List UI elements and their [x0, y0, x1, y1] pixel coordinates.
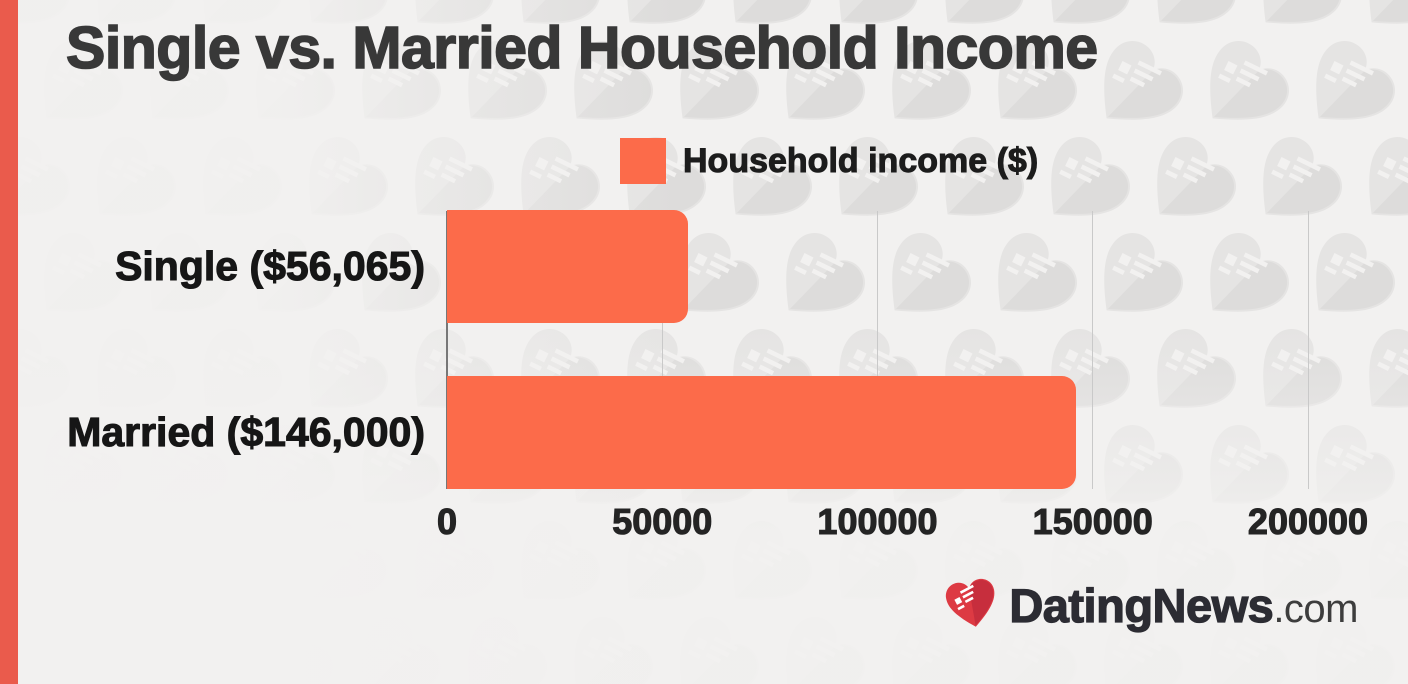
brand-tld: .com [1273, 586, 1358, 631]
gridline [877, 211, 878, 489]
x-axis-tick-label: 100000 [817, 500, 938, 542]
legend-label: Household income ($) [682, 141, 1039, 180]
heart-newspaper-icon [939, 571, 1006, 638]
gridline [1307, 211, 1309, 489]
gridline [661, 211, 663, 489]
gridline [1092, 211, 1094, 489]
x-axis-tick-label: 150000 [1032, 500, 1153, 542]
legend: Household income ($) [620, 138, 1039, 184]
category-label: Married ($146,000) [67, 408, 426, 455]
left-accent-stripe [0, 0, 18, 684]
bar [447, 376, 1076, 489]
x-axis-tick-label: 200000 [1247, 500, 1369, 542]
x-axis-tick-label: 0 [436, 500, 458, 542]
chart-title: Single vs. Married Household Income [65, 14, 1099, 82]
category-label: Single ($56,065) [115, 242, 426, 289]
brand-name: DatingNews [1009, 578, 1275, 632]
brand-wordmark: DatingNews.com [1009, 578, 1359, 633]
bar [447, 210, 688, 323]
axis-line-zero [446, 211, 448, 489]
brand-logo: DatingNews.com [943, 576, 1358, 634]
legend-swatch [620, 138, 666, 184]
x-axis-tick-label: 50000 [612, 500, 713, 542]
